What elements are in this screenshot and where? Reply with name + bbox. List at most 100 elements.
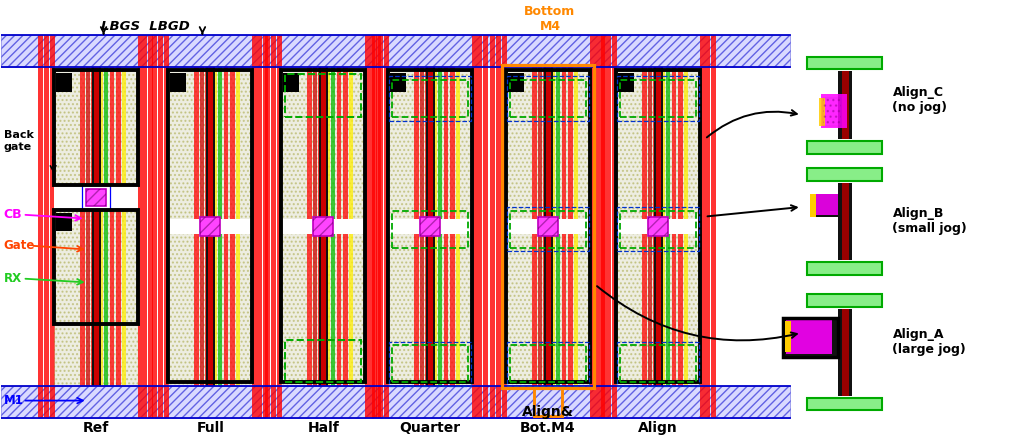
Bar [841, 71, 849, 139]
Bar [508, 73, 524, 92]
Bar [550, 66, 555, 386]
Bar [595, 35, 600, 418]
Bar [683, 66, 687, 386]
Bar [502, 35, 507, 418]
Bar [53, 66, 137, 386]
Bar [600, 35, 605, 418]
Bar [617, 341, 699, 386]
Bar [705, 35, 710, 418]
Bar [283, 73, 300, 92]
Bar [601, 35, 606, 418]
Bar [208, 66, 213, 386]
Text: Quarter: Quarter [399, 422, 461, 436]
Bar [510, 80, 586, 117]
Bar [653, 66, 657, 386]
Bar [137, 35, 143, 418]
Bar [390, 73, 406, 92]
Text: Align_A
(large jog): Align_A (large jog) [893, 329, 966, 356]
Bar [313, 216, 333, 236]
Bar [252, 35, 258, 418]
Bar [236, 66, 240, 386]
Bar [271, 35, 276, 418]
Bar [568, 66, 573, 386]
Bar [281, 219, 365, 234]
Bar [149, 35, 154, 418]
Bar [205, 66, 209, 386]
Bar [823, 99, 840, 125]
Bar [490, 35, 495, 418]
Bar [666, 66, 670, 386]
Bar [116, 66, 120, 386]
Bar [837, 183, 852, 260]
Bar [837, 308, 852, 396]
Text: M1: M1 [4, 394, 24, 407]
Bar [372, 35, 378, 418]
Bar [85, 188, 106, 206]
Bar [506, 219, 590, 234]
Bar [313, 216, 333, 236]
Bar [821, 94, 846, 128]
Bar [806, 294, 882, 307]
Bar [428, 66, 433, 386]
Bar [562, 66, 566, 386]
Text: Align_C
(no jog): Align_C (no jog) [893, 86, 947, 114]
Bar [810, 194, 816, 216]
Bar [1, 386, 790, 418]
Bar [392, 80, 468, 117]
Bar [313, 66, 317, 386]
Bar [507, 207, 589, 252]
Bar [158, 35, 163, 418]
Bar [143, 35, 148, 418]
Bar [785, 318, 837, 355]
Bar [507, 76, 589, 121]
Bar [606, 35, 610, 418]
Text: LBGS  LBGD: LBGS LBGD [101, 20, 190, 33]
Bar [647, 216, 668, 236]
Bar [590, 35, 595, 418]
Bar [377, 35, 382, 418]
Bar [258, 35, 263, 418]
Bar [538, 66, 542, 386]
Bar [53, 210, 137, 324]
Bar [1, 35, 790, 66]
Bar [206, 66, 215, 386]
Bar [164, 35, 169, 418]
Bar [53, 70, 137, 185]
Bar [438, 66, 442, 386]
Bar [616, 219, 700, 234]
Bar [477, 35, 482, 418]
Bar [379, 35, 383, 418]
Bar [90, 66, 94, 386]
Bar [620, 80, 696, 117]
Bar [212, 66, 218, 386]
Bar [672, 66, 676, 386]
Bar [506, 66, 590, 386]
Bar [420, 216, 440, 236]
Bar [82, 185, 110, 210]
Bar [819, 99, 825, 125]
Bar [266, 35, 270, 418]
Bar [153, 35, 157, 418]
Text: RX: RX [4, 272, 22, 285]
Bar [85, 66, 89, 386]
Bar [507, 341, 589, 386]
Bar [574, 66, 578, 386]
Bar [642, 66, 646, 386]
Bar [534, 388, 562, 416]
Bar [618, 73, 634, 92]
Bar [620, 211, 696, 248]
Bar [170, 73, 187, 92]
Text: CB: CB [4, 208, 23, 221]
Bar [616, 70, 700, 382]
Bar [785, 321, 791, 352]
Bar [806, 168, 882, 181]
Text: Ref: Ref [82, 422, 109, 436]
Polygon shape [783, 318, 837, 357]
Bar [556, 66, 560, 386]
Bar [104, 66, 108, 386]
Bar [420, 216, 440, 236]
Bar [168, 66, 252, 386]
Bar [457, 66, 460, 386]
Bar [231, 66, 235, 386]
Bar [502, 65, 594, 388]
